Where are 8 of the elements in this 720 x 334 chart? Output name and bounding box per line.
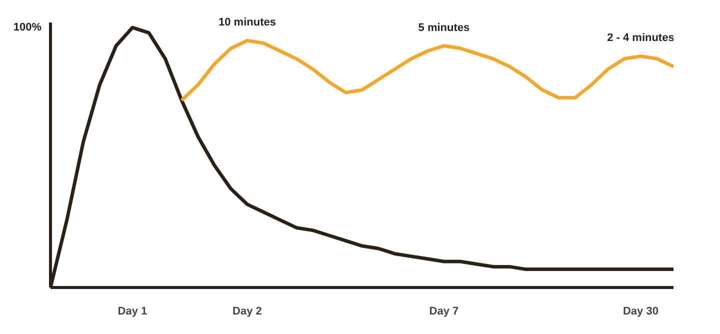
x-tick-label: Day 1 bbox=[118, 306, 148, 318]
text: 100% bbox=[13, 22, 42, 34]
x-tick-label: Day 30 bbox=[622, 306, 658, 318]
x-tick-label: Day 7 bbox=[429, 306, 459, 318]
annotation: 5 minutes bbox=[418, 22, 470, 34]
x-tick-label: Day 2 bbox=[232, 306, 262, 318]
annotation: 2 - 4 minutes bbox=[607, 32, 674, 44]
annotation: 10 minutes bbox=[218, 16, 276, 29]
